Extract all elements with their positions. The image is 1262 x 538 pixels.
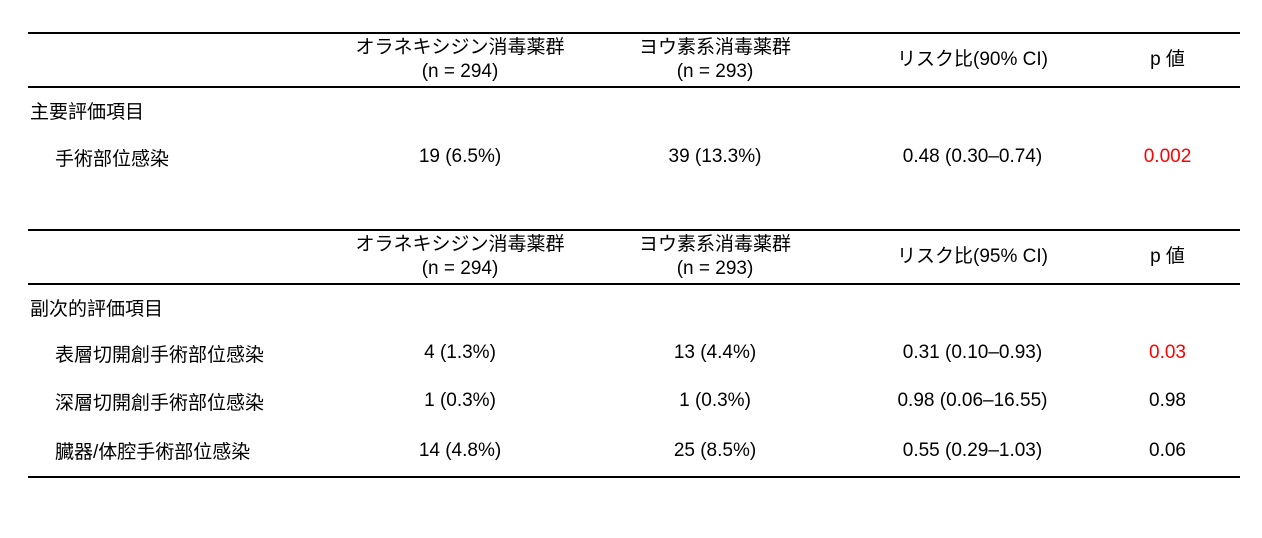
primary-header-p-value: p 値 (1095, 32, 1240, 88)
primary-header-iodine-group: ヨウ素系消毒薬群 (n = 293) (580, 32, 850, 88)
group1-name: オラネキシジン消毒薬群 (355, 234, 565, 255)
group2-n: (n = 293) (676, 61, 754, 82)
cell-group1-value: 4 (1.3%) (424, 342, 496, 363)
cell-risk-ratio: 0.55 (0.29–1.03) (850, 425, 1095, 478)
group2-name: ヨウ素系消毒薬群 (638, 37, 791, 58)
table-row-ssi: 手術部位感染 19 (6.5%) 39 (13.3%) 0.48 (0.30–0… (28, 132, 1240, 182)
group1-name: オラネキシジン消毒薬群 (355, 37, 565, 58)
group1-n: (n = 294) (421, 258, 499, 279)
cell-p-value: 0.06 (1095, 425, 1240, 478)
tables-container: オラネキシジン消毒薬群 (n = 294) ヨウ素系消毒薬群 (n = 293)… (28, 0, 1240, 478)
table-row-deep-ssi: 深層切開創手術部位感染 1 (0.3%) 1 (0.3%) 0.98 (0.06… (28, 377, 1240, 425)
cell-p-value: 0.98 (1149, 390, 1186, 411)
primary-header-olanexidine-group: オラネキシジン消毒薬群 (n = 294) (340, 32, 580, 88)
group1-n: (n = 294) (421, 61, 499, 82)
cell-group1-value: 19 (6.5%) (418, 146, 502, 167)
group2-name: ヨウ素系消毒薬群 (638, 234, 791, 255)
cell-p-value-highlighted: 0.03 (1149, 342, 1186, 363)
cell-group1-value: 14 (4.8%) (340, 425, 580, 478)
cell-group2-value: 1 (0.3%) (679, 390, 751, 411)
cell-risk-ratio: 0.98 (0.06–16.55) (897, 390, 1048, 411)
cell-group2-value: 25 (8.5%) (580, 425, 850, 478)
row-label: 深層切開創手術部位感染 (55, 392, 265, 414)
secondary-section-row: 副次的評価項目 (28, 284, 1240, 329)
cell-group1-value: 1 (0.3%) (424, 390, 496, 411)
cell-group2-value: 39 (13.3%) (668, 146, 762, 167)
primary-section-row: 主要評価項目 (28, 87, 1240, 132)
primary-endpoint-table: オラネキシジン消毒薬群 (n = 294) ヨウ素系消毒薬群 (n = 293)… (28, 32, 1240, 182)
secondary-endpoint-table: オラネキシジン消毒薬群 (n = 294) ヨウ素系消毒薬群 (n = 293)… (28, 229, 1240, 478)
row-label: 表層切開創手術部位感染 (55, 344, 265, 366)
row-label: 臓器/体腔手術部位感染 (28, 425, 340, 478)
primary-header-empty (28, 32, 340, 88)
secondary-header-p-value: p 値 (1095, 229, 1240, 285)
cell-risk-ratio: 0.48 (0.30–0.74) (902, 146, 1043, 167)
primary-header-risk-ratio: リスク比(90% CI) (850, 32, 1095, 88)
cell-p-value-highlighted: 0.002 (1143, 146, 1192, 167)
primary-header-row: オラネキシジン消毒薬群 (n = 294) ヨウ素系消毒薬群 (n = 293)… (28, 32, 1240, 88)
group2-n: (n = 293) (676, 258, 754, 279)
secondary-header-olanexidine-group: オラネキシジン消毒薬群 (n = 294) (340, 229, 580, 285)
cell-group2-value: 13 (4.4%) (673, 342, 757, 363)
row-label: 手術部位感染 (55, 148, 170, 170)
secondary-header-empty (28, 229, 340, 285)
secondary-section-label: 副次的評価項目 (30, 298, 164, 320)
primary-section-label: 主要評価項目 (30, 101, 145, 123)
secondary-header-row: オラネキシジン消毒薬群 (n = 294) ヨウ素系消毒薬群 (n = 293)… (28, 229, 1240, 285)
table-row-superficial-ssi: 表層切開創手術部位感染 4 (1.3%) 13 (4.4%) 0.31 (0.1… (28, 329, 1240, 377)
cell-risk-ratio: 0.31 (0.10–0.93) (902, 342, 1043, 363)
secondary-header-risk-ratio: リスク比(95% CI) (850, 229, 1095, 285)
table-row-organ-space-ssi: 臓器/体腔手術部位感染 14 (4.8%) 25 (8.5%) 0.55 (0.… (28, 425, 1240, 478)
secondary-header-iodine-group: ヨウ素系消毒薬群 (n = 293) (580, 229, 850, 285)
